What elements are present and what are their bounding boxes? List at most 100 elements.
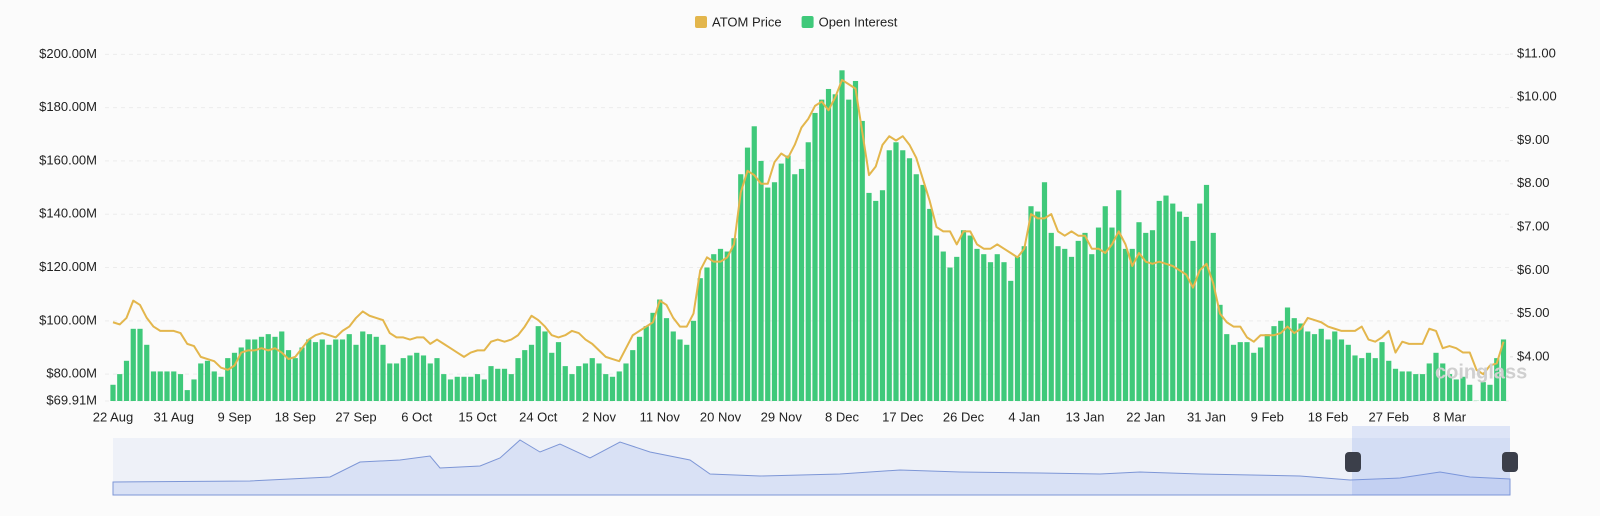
bar	[751, 126, 757, 401]
bar	[481, 379, 487, 401]
bar	[360, 331, 366, 401]
x-tick-label: 15 Oct	[458, 409, 497, 424]
bar	[1116, 190, 1122, 401]
bar	[927, 208, 933, 401]
bar	[1156, 200, 1162, 401]
bar	[1332, 331, 1338, 401]
x-tick-label: 31 Jan	[1187, 409, 1226, 424]
bar	[211, 371, 217, 401]
navigator-selection[interactable]	[1352, 426, 1510, 495]
bar	[974, 248, 980, 401]
x-tick-label: 8 Dec	[825, 409, 859, 424]
bar	[623, 363, 629, 401]
bar	[1305, 331, 1311, 401]
y-tick-label: $200.00M	[39, 46, 97, 61]
y-tick-label: $100.00M	[39, 312, 97, 327]
bar	[555, 342, 562, 401]
bar	[1365, 352, 1372, 401]
bar	[1143, 232, 1149, 401]
bar	[1338, 339, 1345, 401]
x-tick-label: 18 Feb	[1308, 409, 1348, 424]
bar	[778, 163, 784, 401]
bar	[1217, 304, 1223, 401]
x-tick-label: 13 Jan	[1065, 409, 1104, 424]
bar	[339, 339, 346, 401]
y2-tick-label: $10.00	[1517, 89, 1557, 104]
y2-tick-label: $7.00	[1517, 218, 1550, 233]
bar	[1224, 334, 1230, 401]
legend-label: ATOM Price	[712, 14, 782, 29]
bar	[596, 363, 602, 401]
x-tick-label: 11 Nov	[640, 409, 681, 424]
bar	[279, 331, 285, 401]
bar	[177, 374, 184, 401]
bar	[1386, 360, 1392, 401]
bar	[657, 299, 663, 401]
bar	[204, 360, 211, 401]
bar	[1035, 211, 1041, 401]
bar	[1136, 222, 1142, 401]
x-tick-label: 27 Sep	[335, 409, 376, 424]
bar	[380, 344, 386, 401]
bar	[1095, 227, 1102, 401]
bar	[366, 334, 373, 401]
bar	[110, 384, 116, 401]
bar	[353, 344, 359, 401]
bar	[1149, 230, 1156, 401]
bar	[400, 358, 406, 401]
bar	[994, 254, 1000, 401]
bar	[1237, 342, 1243, 401]
bar	[724, 251, 730, 401]
bar	[265, 334, 271, 401]
bar	[225, 358, 231, 401]
bar	[758, 160, 764, 401]
navigator	[112, 426, 1518, 496]
bar	[299, 347, 305, 401]
bar	[900, 150, 906, 401]
x-tick-label: 4 Jan	[1008, 409, 1040, 424]
bar	[663, 318, 670, 401]
bar	[292, 358, 298, 401]
x-tick-label: 20 Nov	[700, 409, 742, 424]
bar	[191, 379, 197, 401]
bar	[1291, 318, 1297, 401]
bar	[373, 336, 379, 401]
bar	[825, 88, 832, 401]
bar	[501, 368, 508, 401]
bar	[839, 70, 845, 402]
bar	[576, 366, 582, 401]
navigator-handle[interactable]	[1345, 452, 1361, 472]
bar	[1163, 195, 1169, 401]
x-tick-label: 18 Sep	[275, 409, 316, 424]
bar	[1372, 358, 1378, 401]
bar	[522, 350, 528, 401]
bar	[1494, 358, 1500, 401]
bar	[744, 147, 751, 401]
x-tick-label: 9 Sep	[218, 409, 252, 424]
navigator-area	[112, 439, 1511, 496]
bar	[1129, 248, 1135, 401]
bar	[407, 355, 413, 401]
navigator-handle[interactable]	[1502, 452, 1518, 472]
bar	[1264, 334, 1270, 401]
bar	[1183, 216, 1189, 401]
bar	[947, 267, 953, 401]
bar	[488, 366, 494, 401]
watermark: coinglass	[1435, 361, 1527, 383]
bar	[1082, 232, 1088, 401]
bar	[1203, 184, 1210, 401]
bar	[1197, 203, 1203, 401]
bar	[893, 142, 899, 402]
bar	[1001, 262, 1007, 401]
bar	[1392, 368, 1399, 401]
legend: ATOM Price Open Interest	[695, 14, 898, 29]
x-tick-label: 22 Jan	[1126, 409, 1165, 424]
bar	[312, 342, 319, 401]
bar	[123, 360, 130, 401]
y2-tick-label: $8.00	[1517, 175, 1550, 190]
bar	[1021, 246, 1027, 401]
bar	[1062, 248, 1068, 401]
bar	[515, 358, 521, 401]
y-tick-label: $80.00M	[46, 366, 97, 381]
